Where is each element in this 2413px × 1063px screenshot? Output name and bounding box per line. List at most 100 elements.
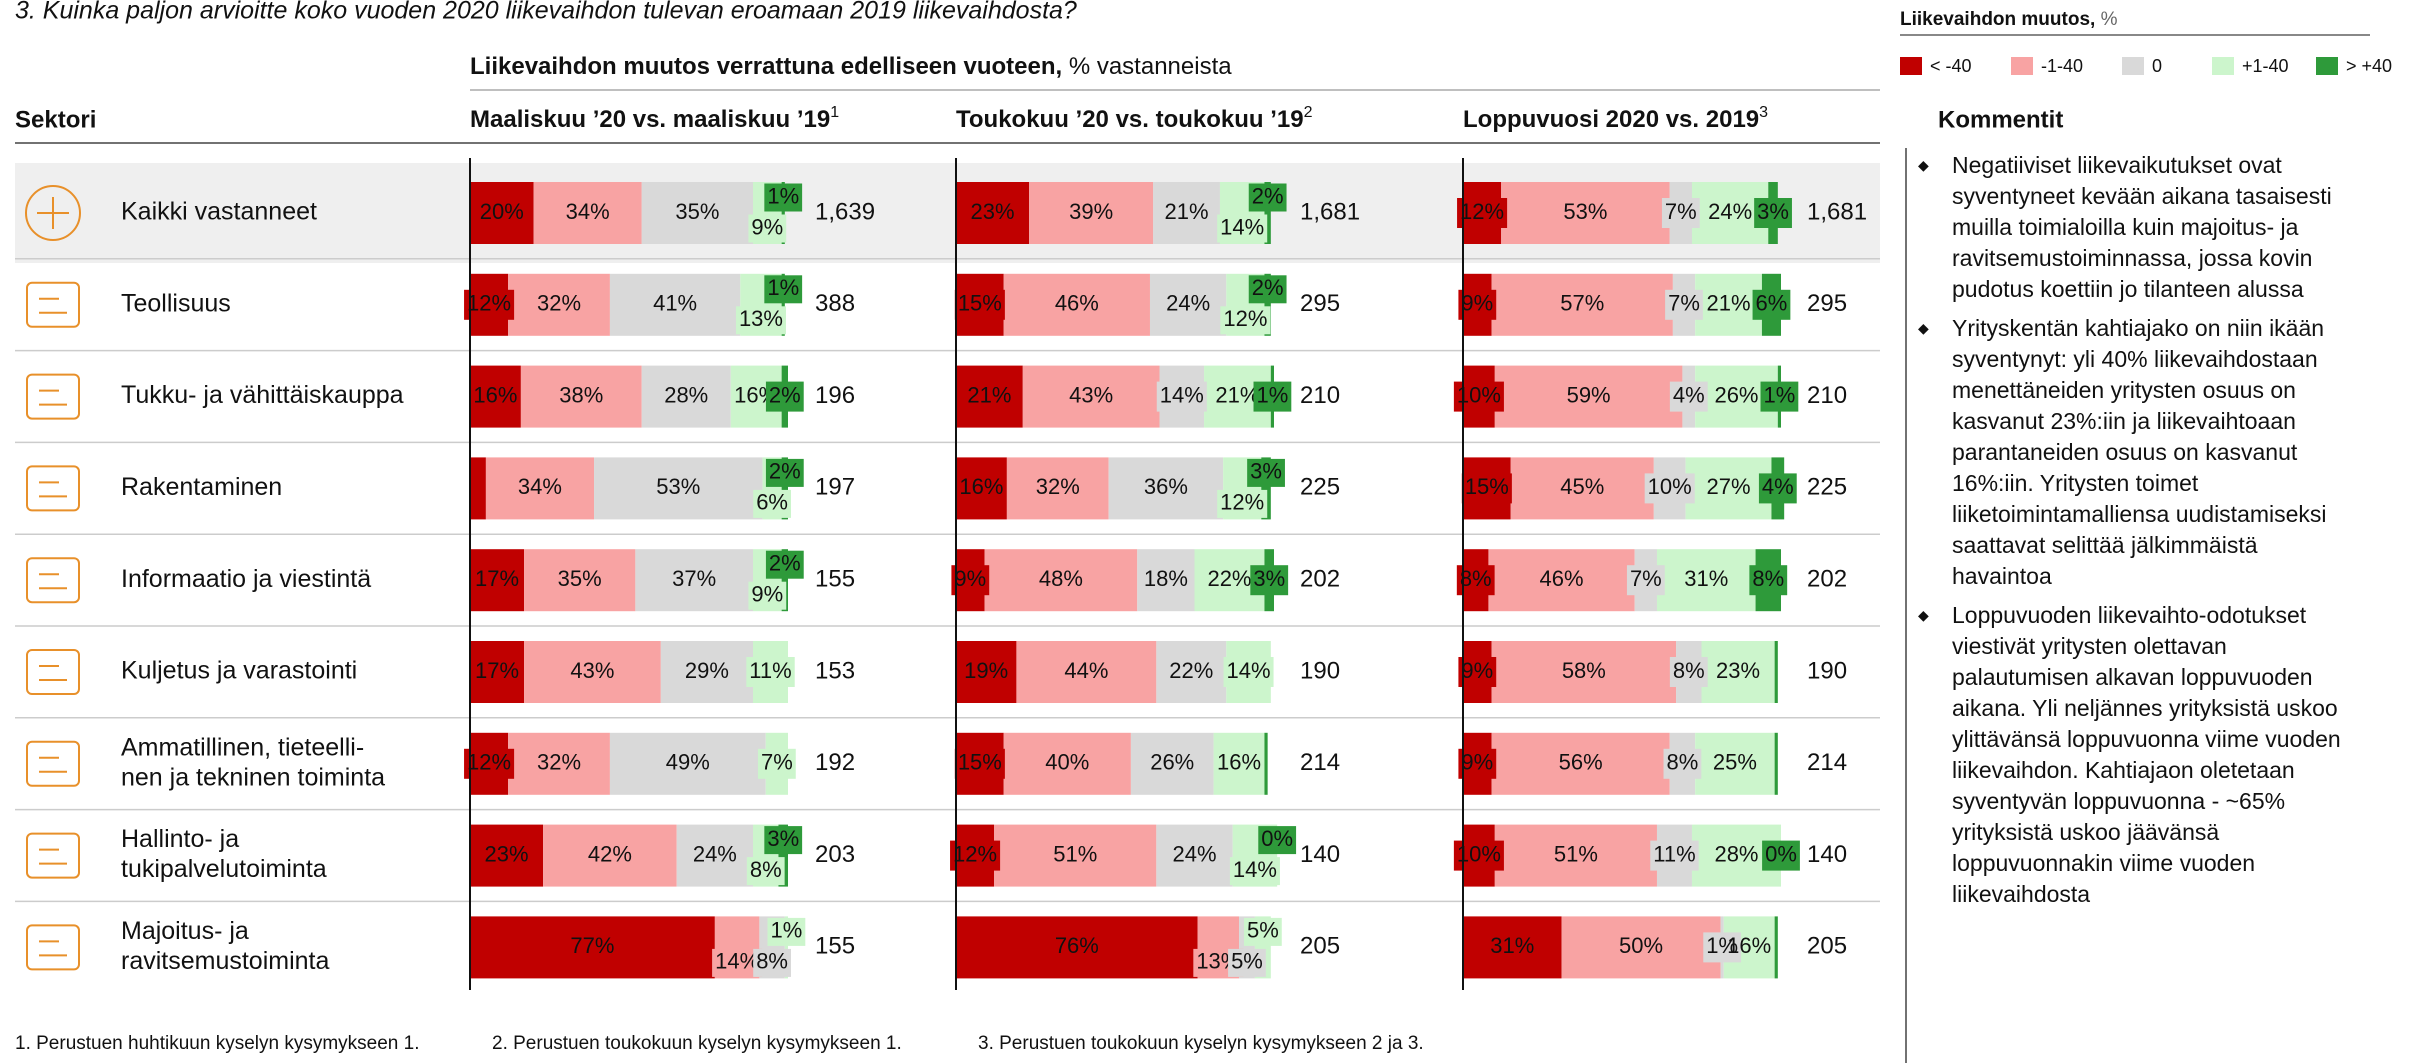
- bar-value-label: 15%: [958, 291, 1002, 316]
- panel-title-note: 2: [1304, 104, 1313, 121]
- bar-segment: [470, 641, 525, 703]
- subtitle-rest: % vastanneista: [1062, 53, 1232, 80]
- label-box: [1758, 473, 1797, 504]
- comment: Negatiiviset liikevaikutukset ovat syven…: [1918, 150, 2358, 305]
- bar-segment: [1774, 732, 1778, 795]
- bar-value-label: 4%: [1762, 474, 1794, 499]
- bar-value-label: 46%: [1540, 566, 1584, 591]
- sample-size: 202: [1807, 566, 1847, 593]
- bar-value-label: 2%: [1252, 275, 1284, 300]
- bar-segment: [1156, 824, 1233, 887]
- panel-title: Maaliskuu ’20 vs. maaliskuu ’191: [470, 104, 839, 133]
- sample-size: 140: [1300, 841, 1340, 868]
- bar-value-label: 9%: [751, 214, 783, 239]
- label-box: [1663, 748, 1702, 779]
- panel-title-text: Toukokuu ’20 vs. toukokuu ’19: [956, 106, 1304, 133]
- bar-value-label: 7%: [1630, 566, 1662, 591]
- bar-value-label: 42%: [588, 841, 632, 866]
- bar-value-label: 15%: [1465, 474, 1509, 499]
- bar-value-label: 34%: [518, 474, 562, 499]
- bar-value-label: 0%: [1765, 841, 1797, 866]
- bar-value-label: 3%: [1253, 566, 1285, 591]
- bar-value-label: 48%: [1039, 566, 1083, 591]
- legend-swatch: [1900, 57, 1922, 75]
- bar-value-label: 56%: [1559, 750, 1603, 775]
- bar-value-label: 6%: [756, 490, 788, 515]
- bar-value-label: 46%: [1055, 291, 1099, 316]
- bar-segment: [994, 824, 1157, 887]
- bar-value-label: 8%: [1673, 658, 1705, 683]
- category-label: nen ja tekninen toiminta: [121, 763, 385, 791]
- comment-header: Kommentit: [1938, 106, 2063, 133]
- sample-size: 1,639: [815, 198, 875, 225]
- bar-segment: [485, 457, 595, 520]
- icon: [26, 465, 80, 512]
- sample-size: 153: [815, 657, 855, 684]
- label-box: [764, 826, 803, 855]
- bar-segment: [956, 457, 1007, 520]
- bar-segment: [470, 824, 544, 887]
- legend-label: > +40: [2346, 56, 2392, 76]
- icon: [26, 740, 80, 787]
- subtitle-bold: Liikevaihdon muutos verrattuna edellisee…: [470, 53, 1062, 80]
- legend-label: < -40: [1930, 56, 1972, 76]
- bar-value-label: 43%: [570, 658, 614, 683]
- bar-segment: [778, 824, 788, 887]
- bar-value-label: 35%: [558, 566, 602, 591]
- label-box: [1661, 198, 1700, 228]
- bar-value-label: 19%: [964, 658, 1008, 683]
- bar-value-label: 8%: [750, 857, 782, 882]
- bar-value-label: 9%: [1461, 658, 1493, 683]
- bar-value-label: 24%: [1172, 841, 1216, 866]
- label-box: [1217, 214, 1268, 243]
- bar-segment: [1130, 732, 1214, 795]
- bar-value-label: 0%: [1261, 826, 1293, 851]
- bar-segment: [1003, 273, 1150, 336]
- bar-segment: [508, 732, 610, 795]
- legend-label: -1-40: [2041, 56, 2083, 76]
- bar-segment: [524, 641, 661, 703]
- bar-value-label: 27%: [1707, 474, 1751, 499]
- subtitle: Liikevaihdon muutos verrattuna edellisee…: [470, 53, 1232, 80]
- sample-size: 295: [1300, 290, 1340, 317]
- bar-segment: [1213, 732, 1265, 795]
- sample-size: 155: [815, 566, 855, 593]
- bar-value-label: 26%: [1714, 382, 1758, 407]
- bar-value-label: 43%: [1069, 382, 1113, 407]
- label-box: [1247, 458, 1285, 487]
- bar-value-label: 2%: [769, 551, 801, 576]
- panel-title-text: Maaliskuu ’20 vs. maaliskuu ’19: [470, 106, 830, 133]
- sample-size: 205: [1807, 933, 1847, 960]
- sample-size: 1,681: [1300, 198, 1360, 225]
- bar-value-label: 76%: [1055, 933, 1099, 958]
- label-box: [1669, 657, 1708, 687]
- bar-value-label: 49%: [666, 750, 710, 775]
- label-box: [1760, 381, 1799, 412]
- bar-value-label: 14%: [1220, 214, 1264, 239]
- legend-swatch: [2316, 57, 2338, 75]
- footnote: 3. Perustuen toukokuun kyselyn kysymykse…: [978, 1033, 1424, 1054]
- sample-size: 140: [1807, 841, 1847, 868]
- icon: [39, 756, 67, 773]
- bar-value-label: 40%: [1045, 750, 1089, 775]
- label-box: [764, 183, 803, 212]
- bar-value-label: 9%: [1461, 750, 1493, 775]
- bar-value-label: 4%: [1673, 382, 1705, 407]
- label-box: [1223, 657, 1274, 687]
- sample-size: 214: [1300, 749, 1340, 776]
- sample-size: 210: [1300, 382, 1340, 409]
- label-box: [1253, 381, 1292, 412]
- bar-value-label: 14%: [1160, 382, 1204, 407]
- label-box: [1220, 306, 1271, 335]
- label-box: [1754, 198, 1792, 228]
- bar-segment: [1264, 273, 1271, 336]
- bar-segment: [1488, 549, 1635, 612]
- bar-segment: [641, 182, 754, 244]
- bar-value-label: 2%: [769, 382, 801, 407]
- bar-value-label: 7%: [1665, 199, 1697, 224]
- bar-segment: [1022, 365, 1160, 428]
- bar-value-label: 24%: [693, 841, 737, 866]
- bar-segment: [781, 182, 785, 244]
- label-box: [765, 550, 804, 579]
